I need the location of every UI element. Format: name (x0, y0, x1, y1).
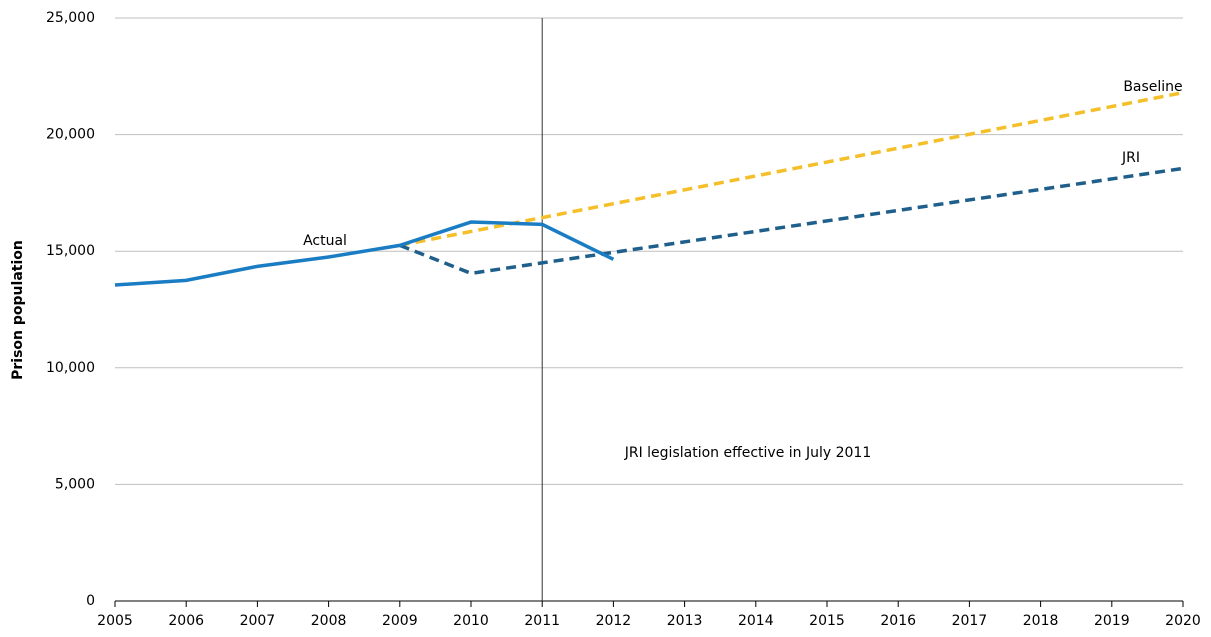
x-tick-label: 2005 (97, 613, 133, 629)
x-tick-label: 2006 (168, 613, 204, 629)
x-tick-label: 2017 (952, 613, 988, 629)
y-tick-label: 25,000 (46, 10, 95, 26)
x-tick-label: 2019 (1094, 613, 1130, 629)
series-line (399, 166, 1184, 276)
y-tick-label: 0 (86, 593, 95, 609)
x-tick-label: 2016 (880, 613, 916, 629)
x-tick-label: 2007 (240, 613, 276, 629)
y-tick-label: 10,000 (46, 360, 95, 376)
x-tick-label: 2008 (311, 613, 347, 629)
y-axis-label: Prison population (10, 240, 26, 380)
series-label: JRI (1121, 150, 1140, 166)
x-tick-label: 2014 (738, 613, 774, 629)
y-tick-label: 5,000 (55, 476, 95, 492)
y-tick-label: 15,000 (46, 243, 95, 259)
x-tick-label: 2009 (382, 613, 418, 629)
series-label: Actual (303, 233, 347, 249)
x-tick-label: 2018 (1023, 613, 1059, 629)
x-tick-label: 2011 (524, 613, 560, 629)
series-label: Baseline (1123, 79, 1182, 95)
y-tick-label: 20,000 (46, 127, 95, 143)
x-tick-label: 2012 (596, 613, 632, 629)
x-tick-label: 2015 (809, 613, 845, 629)
annotation: JRI legislation effective in July 2011 (624, 445, 872, 461)
series-line (114, 220, 615, 287)
series-line (399, 90, 1184, 248)
x-tick-label: 2020 (1165, 613, 1201, 629)
x-tick-label: 2013 (667, 613, 703, 629)
x-tick-label: 2010 (453, 613, 489, 629)
